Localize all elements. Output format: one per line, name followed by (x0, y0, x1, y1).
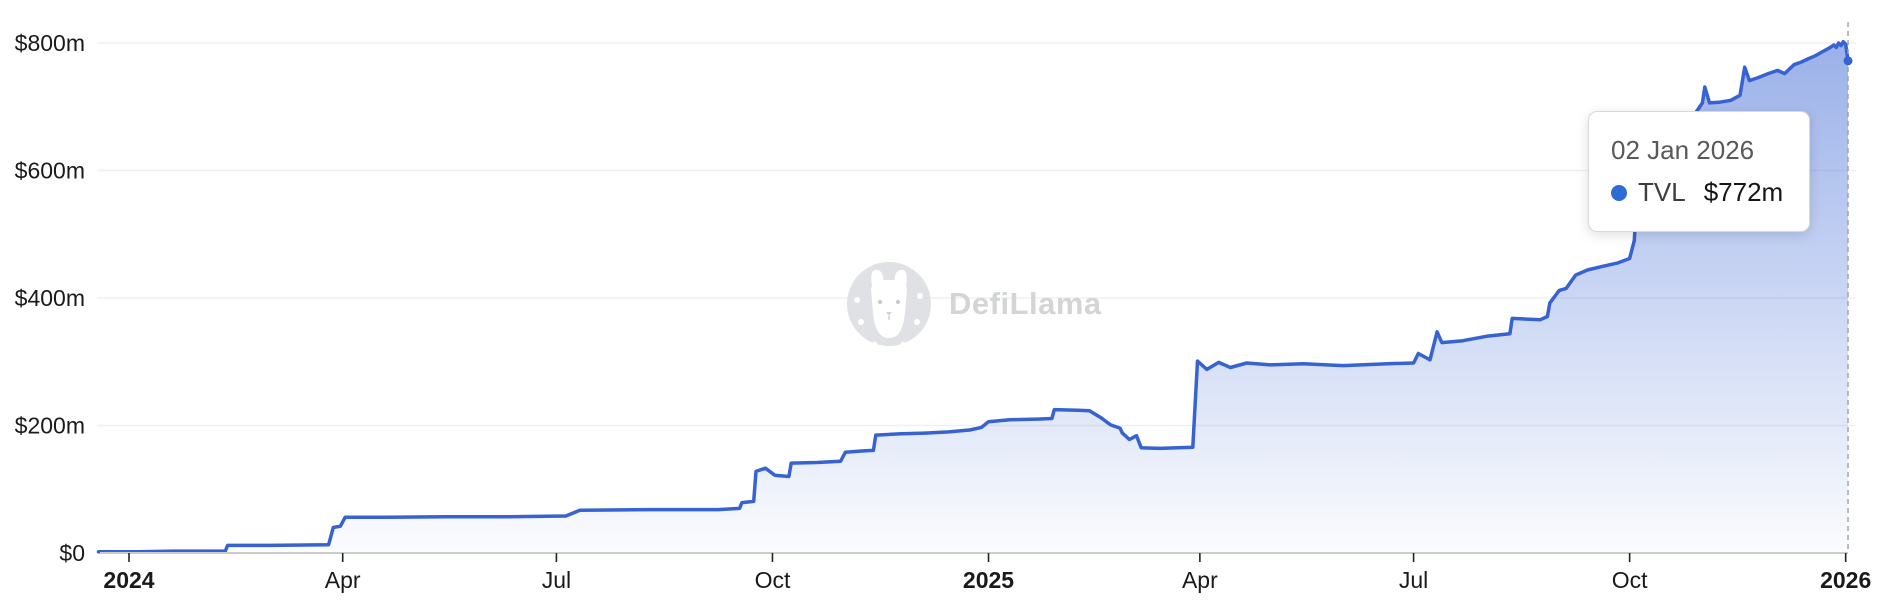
y-tick-label: $0 (59, 540, 85, 566)
x-tick-label: Oct (755, 567, 791, 593)
y-tick-label: $600m (15, 158, 85, 184)
area-fill (98, 41, 1848, 553)
x-tick-label: Jul (542, 567, 571, 593)
chart-tooltip: 02 Jan 2026 TVL $772m (1588, 111, 1810, 232)
x-tick-label: 2025 (963, 567, 1014, 593)
y-tick-label: $400m (15, 285, 85, 311)
x-tick-label: Oct (1612, 567, 1648, 593)
x-tick-label: Jul (1399, 567, 1428, 593)
tooltip-value: $772m (1703, 177, 1784, 207)
tooltip-series-label: TVL (1638, 177, 1686, 207)
x-tick-label: 2026 (1820, 567, 1871, 593)
x-tick-label: 2024 (103, 567, 154, 593)
tooltip-date: 02 Jan 2026 (1611, 135, 1755, 165)
y-axis-labels: $0 $200m $400m $600m $800m (15, 30, 85, 566)
series-dot-icon (1611, 184, 1627, 201)
tooltip-series-row: TVL $772m (1611, 177, 1789, 208)
x-axis-labels: 2024 Apr Jul Oct 2025 Apr Jul Oct 2026 (103, 567, 1871, 593)
y-tick-label: $200m (15, 413, 85, 439)
x-axis-ticks (128, 553, 1847, 562)
tvl-line (96, 39, 1850, 554)
x-tick-label: Apr (1182, 567, 1218, 593)
x-tick-label: Apr (325, 567, 361, 593)
y-tick-label: $800m (15, 30, 85, 56)
hover-point-marker (1843, 56, 1853, 66)
